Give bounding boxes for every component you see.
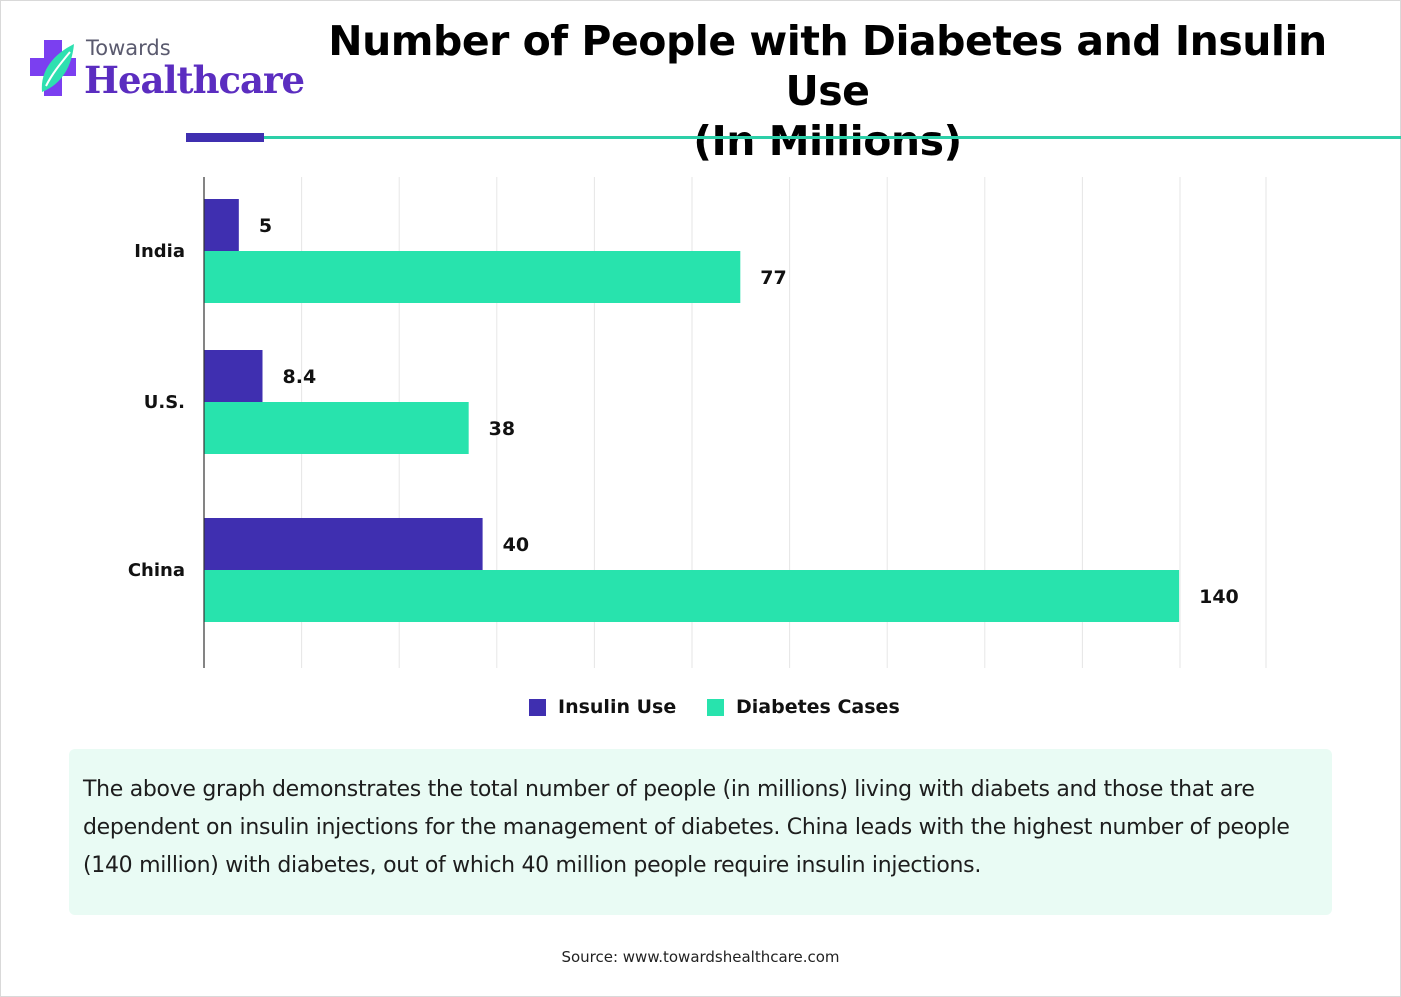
legend-swatch-diabetes xyxy=(707,698,724,716)
bar-insulin xyxy=(204,518,483,570)
chart-legend: Insulin Use Diabetes Cases xyxy=(0,696,1401,720)
bar-insulin xyxy=(204,199,239,251)
chart-title-line1: Number of People with Diabetes and Insul… xyxy=(328,17,1327,115)
category-label: China xyxy=(128,560,185,581)
legend-label-diabetes: Diabetes Cases xyxy=(736,696,900,718)
data-label: 77 xyxy=(760,267,786,289)
source-text: Source: www.towardshealthcare.com xyxy=(561,948,840,966)
title-rule xyxy=(264,136,1401,139)
legend-swatch-insulin xyxy=(529,698,546,716)
legend-item-diabetes: Diabetes Cases xyxy=(707,696,900,718)
brand-logo: Towards Healthcare xyxy=(28,34,305,104)
data-label: 5 xyxy=(259,215,272,237)
data-label: 38 xyxy=(489,418,515,440)
bar-insulin xyxy=(204,350,263,402)
title-rule-accent xyxy=(186,133,264,142)
description-box: The above graph demonstrates the total n… xyxy=(69,749,1332,915)
bar-chart: 5 77 India 8.4 38 U.S. 40 140 China xyxy=(128,177,1267,668)
description-text: The above graph demonstrates the total n… xyxy=(83,777,1290,878)
legend-item-insulin: Insulin Use xyxy=(529,696,676,718)
brand-line2: Healthcare xyxy=(84,58,305,102)
bar-diabetes xyxy=(204,402,469,454)
bar-diabetes xyxy=(204,251,741,303)
data-label: 8.4 xyxy=(283,366,317,388)
chart-title: Number of People with Diabetes and Insul… xyxy=(290,16,1365,166)
data-label: 40 xyxy=(503,534,529,556)
category-label: India xyxy=(134,241,185,262)
chart-title-line2: (In Millions) xyxy=(693,117,962,165)
medical-cross-leaf-icon xyxy=(30,40,76,96)
brand-line1: Towards xyxy=(86,36,171,60)
data-label: 140 xyxy=(1199,586,1239,608)
legend-label-insulin: Insulin Use xyxy=(558,696,677,718)
bar-diabetes xyxy=(204,570,1180,622)
category-label: U.S. xyxy=(144,392,185,413)
